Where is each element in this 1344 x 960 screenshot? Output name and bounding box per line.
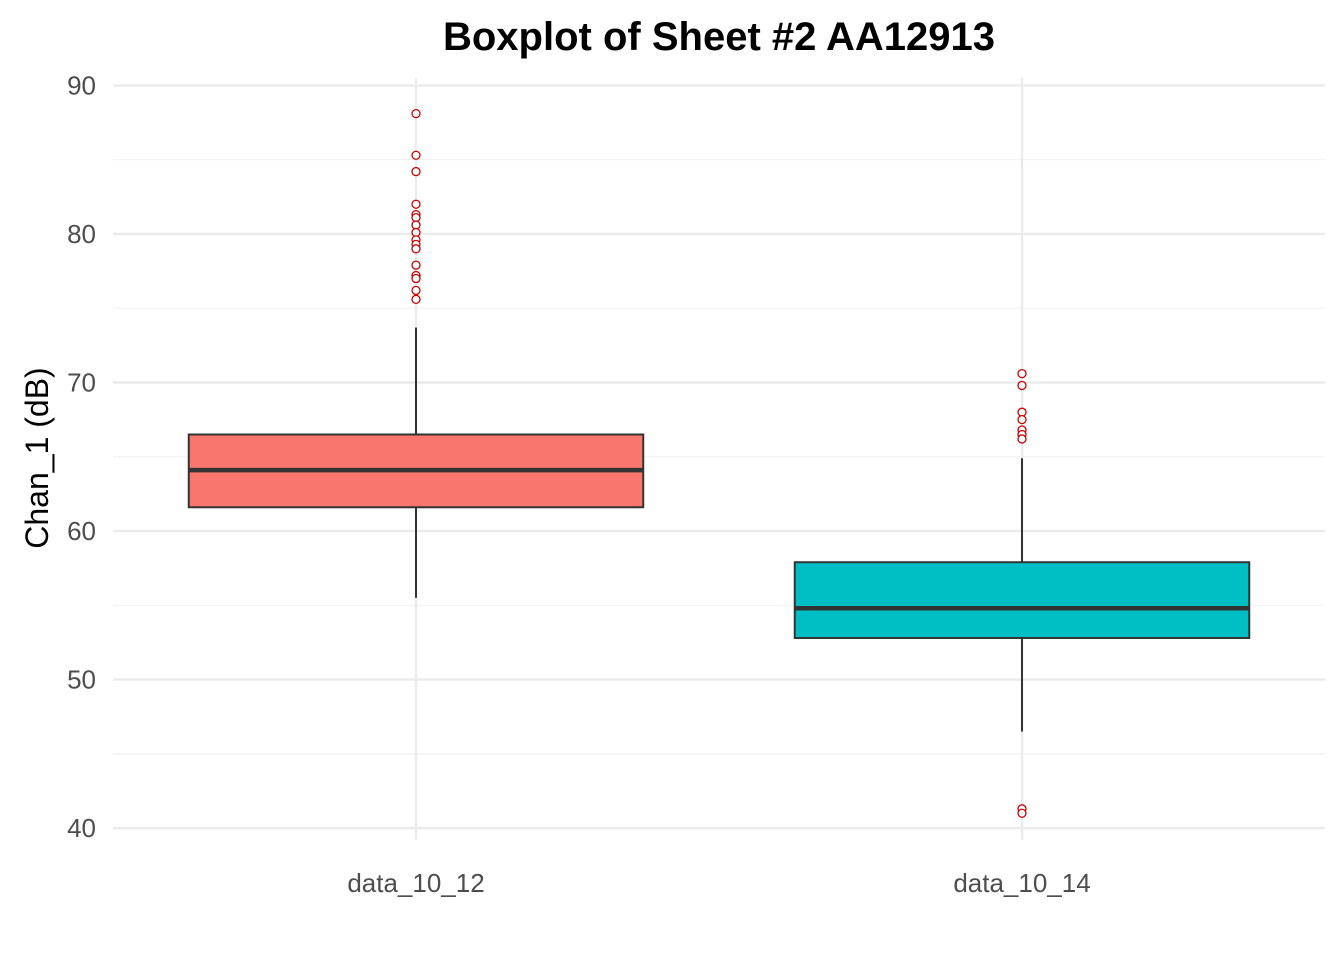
outlier-point — [411, 108, 421, 119]
outlier-point — [411, 166, 421, 177]
outlier-point — [411, 294, 421, 304]
outlier-point — [1017, 414, 1027, 425]
outlier-point — [411, 199, 421, 209]
y-axis-tick-labels: 40 50 60 70 80 90 — [67, 70, 96, 843]
x-axis-tick-labels: data_10_12 data_10_14 — [347, 868, 1090, 898]
box-layer — [187, 108, 1251, 818]
outlier-point — [1017, 380, 1027, 391]
y-tick-label: 70 — [67, 368, 96, 398]
box-data_10_12 — [187, 108, 645, 598]
outlier-point — [411, 285, 421, 296]
outlier-point — [411, 150, 421, 160]
outlier-point — [411, 260, 421, 270]
x-tick-label: data_10_14 — [953, 868, 1090, 898]
y-tick-label: 90 — [67, 70, 96, 100]
outlier-point — [411, 273, 421, 284]
x-tick-label: data_10_12 — [347, 868, 484, 898]
outlier-point — [411, 244, 421, 254]
outlier-point — [1017, 808, 1027, 818]
y-axis-label: Chan_1 (dB) — [19, 367, 55, 548]
chart-title: Boxplot of Sheet #2 AA12913 — [443, 15, 995, 59]
box-data_10_14 — [793, 368, 1251, 818]
y-tick-label: 60 — [67, 516, 96, 546]
y-tick-label: 80 — [67, 219, 96, 249]
iqr-box — [793, 561, 1251, 639]
y-tick-label: 40 — [67, 813, 96, 843]
outlier-point — [1017, 368, 1027, 379]
outlier-point — [1017, 434, 1027, 444]
y-tick-label: 50 — [67, 665, 96, 695]
